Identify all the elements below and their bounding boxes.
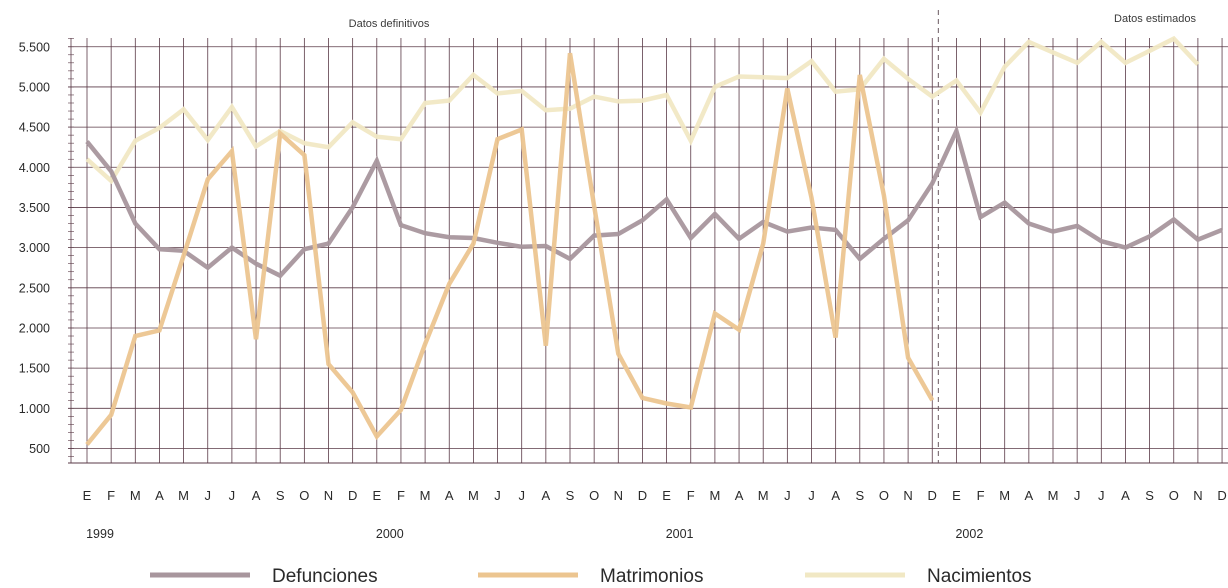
x-tick-label: E [83, 488, 92, 503]
y-tick-label: 2.500 [19, 281, 50, 295]
x-tick-label: J [494, 488, 501, 503]
x-tick-label: D [638, 488, 647, 503]
x-tick-label: O [879, 488, 889, 503]
y-tick-label: 4.000 [19, 161, 50, 175]
x-tick-label: S [855, 488, 864, 503]
x-tick-label: D [1217, 488, 1226, 503]
year-label: 2002 [955, 527, 983, 541]
x-tick-label: M [999, 488, 1010, 503]
x-tick-label: O [589, 488, 599, 503]
x-tick-label: A [1025, 488, 1034, 503]
legend-label: Matrimonios [600, 566, 703, 583]
x-tick-label: M [130, 488, 141, 503]
x-tick-label: M [709, 488, 720, 503]
x-tick-label: F [107, 488, 115, 503]
x-tick-label: O [299, 488, 309, 503]
x-tick-label: S [566, 488, 575, 503]
legend: Defunciones Matrimonios Nacimientos [150, 566, 1032, 587]
series-line-defunciones [85, 124, 1223, 279]
x-tick-label: A [155, 488, 164, 503]
x-tick-label: E [662, 488, 671, 503]
x-tick-label: J [1098, 488, 1105, 503]
y-tick-label: 2.000 [19, 321, 50, 335]
x-tick-label: N [903, 488, 912, 503]
legend-label: Defunciones [272, 566, 378, 583]
y-tick-label: 4.500 [19, 121, 50, 135]
definitive-data-label: Datos definitivos [349, 18, 430, 30]
y-tick-label: 1.000 [19, 402, 50, 416]
x-tick-label: E [372, 488, 381, 503]
x-tick-label: J [518, 488, 525, 503]
year-label: 1999 [86, 527, 114, 541]
axes: 500 1.000 1.500 2.000 2.500 3.000 3.500 4.000 4.… [19, 40, 1227, 541]
estimated-data-label: Datos estimados [1114, 13, 1196, 25]
x-tick-label: M [758, 488, 769, 503]
y-tick-label: 500 [29, 442, 50, 456]
x-tick-label: A [735, 488, 744, 503]
y-tick-label: 3.000 [19, 241, 50, 255]
x-tick-label: A [831, 488, 840, 503]
x-tick-label: N [324, 488, 333, 503]
year-label: 2001 [666, 527, 694, 541]
x-tick-label: F [977, 488, 985, 503]
x-tick-label: A [1121, 488, 1130, 503]
series-line-nacimientos [85, 35, 1200, 185]
x-tick-label: M [178, 488, 189, 503]
year-label: 2000 [376, 527, 404, 541]
x-tick-label: J [205, 488, 212, 503]
series-line-matrimonios [85, 52, 935, 446]
x-tick-label: A [445, 488, 454, 503]
x-tick-label: J [784, 488, 791, 503]
x-tick-label: F [397, 488, 405, 503]
x-tick-label: J [1074, 488, 1081, 503]
x-tick-label: S [276, 488, 285, 503]
y-tick-label: 5.000 [19, 80, 50, 94]
y-tick-label: 1.500 [19, 362, 50, 376]
x-tick-label: N [1193, 488, 1202, 503]
y-tick-label: 3.500 [19, 201, 50, 215]
x-tick-label: M [468, 488, 479, 503]
x-tick-label: E [952, 488, 961, 503]
x-tick-label: F [687, 488, 695, 503]
series [85, 35, 1223, 446]
x-tick-label: J [229, 488, 236, 503]
x-tick-label: O [1169, 488, 1179, 503]
x-tick-label: M [420, 488, 431, 503]
x-tick-label: J [808, 488, 815, 503]
x-tick-label: D [348, 488, 357, 503]
x-tick-label: M [1048, 488, 1059, 503]
annotations: Datos definitivos Datos estimados [349, 10, 1196, 463]
y-tick-label: 5.500 [19, 40, 50, 54]
x-tick-label: N [614, 488, 623, 503]
x-tick-label: D [928, 488, 937, 503]
x-tick-label: A [252, 488, 261, 503]
x-tick-label: A [542, 488, 551, 503]
x-tick-label: S [1145, 488, 1154, 503]
legend-label: Nacimientos [927, 566, 1032, 583]
